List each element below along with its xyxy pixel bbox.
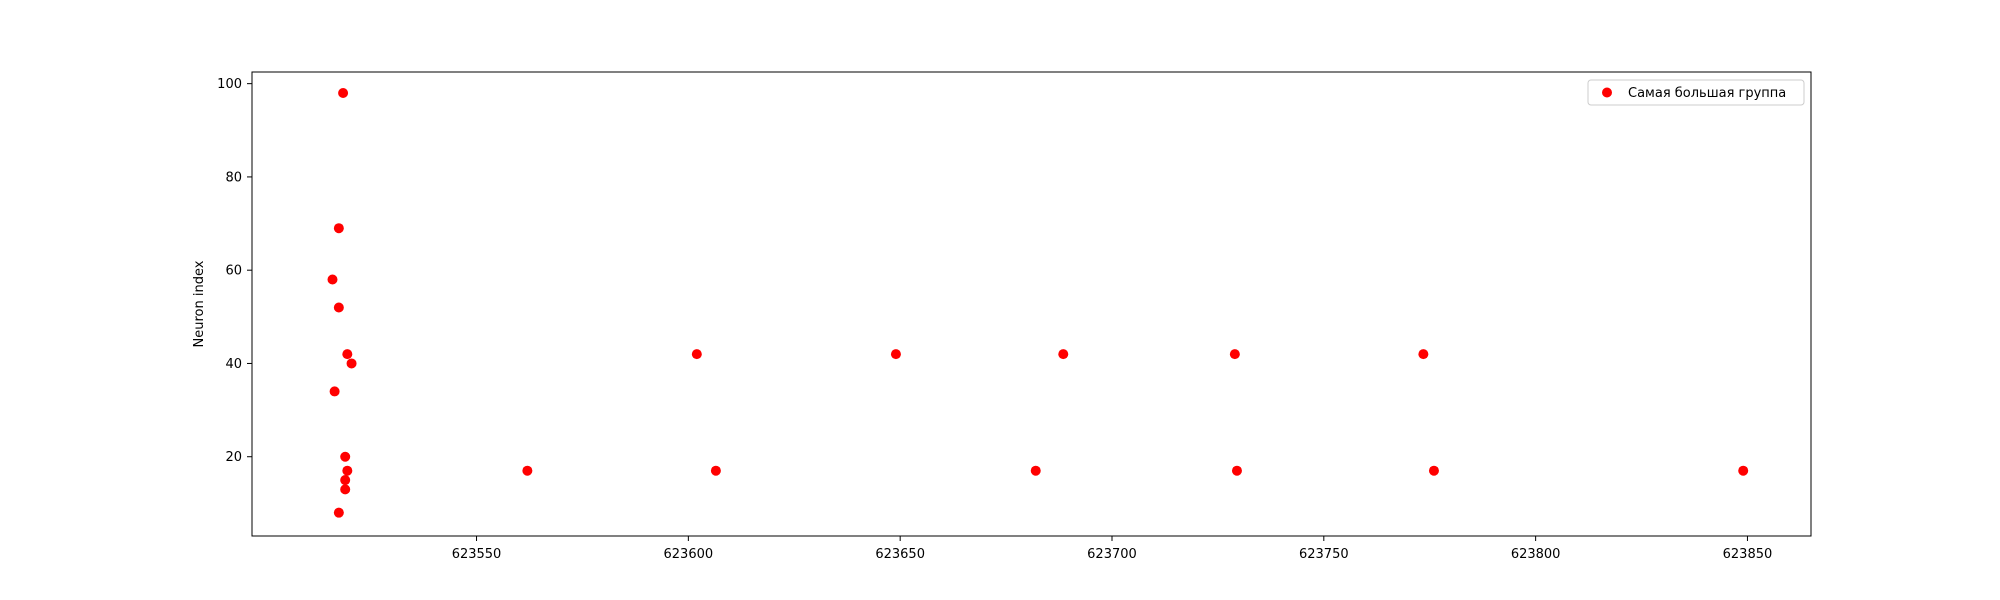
- data-point: [342, 465, 353, 476]
- data-point: [1428, 465, 1439, 476]
- data-point: [327, 274, 338, 285]
- data-point: [522, 465, 533, 476]
- legend: Самая большая группа: [1587, 79, 1805, 106]
- y-tick-label: 20: [225, 450, 242, 465]
- x-tick-label: 623650: [875, 547, 925, 562]
- x-tick-label: 623800: [1511, 547, 1561, 562]
- legend-box: [1587, 79, 1805, 106]
- data-point: [1231, 465, 1242, 476]
- axis-ticks: 623550 623600 623650 623700 623750 623800 6238…: [217, 77, 1772, 562]
- data-point: [342, 349, 353, 360]
- data-point: [1058, 349, 1069, 360]
- data-point: [340, 484, 351, 495]
- axes-frame: [251, 71, 1812, 537]
- data-point: [338, 87, 349, 98]
- y-tick-label: 40: [225, 357, 242, 372]
- data-point: [333, 302, 344, 313]
- legend-label: Самая большая группа: [1628, 86, 1786, 101]
- data-point: [691, 349, 702, 360]
- x-tick-label: 623550: [452, 547, 502, 562]
- data-point: [340, 451, 351, 462]
- x-tick-label: 623850: [1723, 547, 1773, 562]
- y-tick-label: 100: [217, 77, 242, 92]
- data-point: [1229, 349, 1240, 360]
- x-tick-label: 623750: [1299, 547, 1349, 562]
- y-tick-label: 80: [225, 170, 242, 185]
- data-point: [710, 465, 721, 476]
- data-point: [890, 349, 901, 360]
- data-point: [346, 358, 357, 369]
- data-point: [329, 386, 340, 397]
- data-point: [1418, 349, 1429, 360]
- data-point: [340, 475, 351, 486]
- x-tick-label: 623700: [1087, 547, 1137, 562]
- y-tick-label: 60: [225, 264, 242, 279]
- data-points: [327, 87, 1749, 518]
- data-point: [333, 507, 344, 518]
- y-axis-label: Neuron index: [192, 260, 207, 347]
- data-point: [1030, 465, 1041, 476]
- data-point: [333, 223, 344, 234]
- data-point: [1738, 465, 1749, 476]
- legend-marker: [1602, 87, 1612, 98]
- x-tick-label: 623600: [664, 547, 714, 562]
